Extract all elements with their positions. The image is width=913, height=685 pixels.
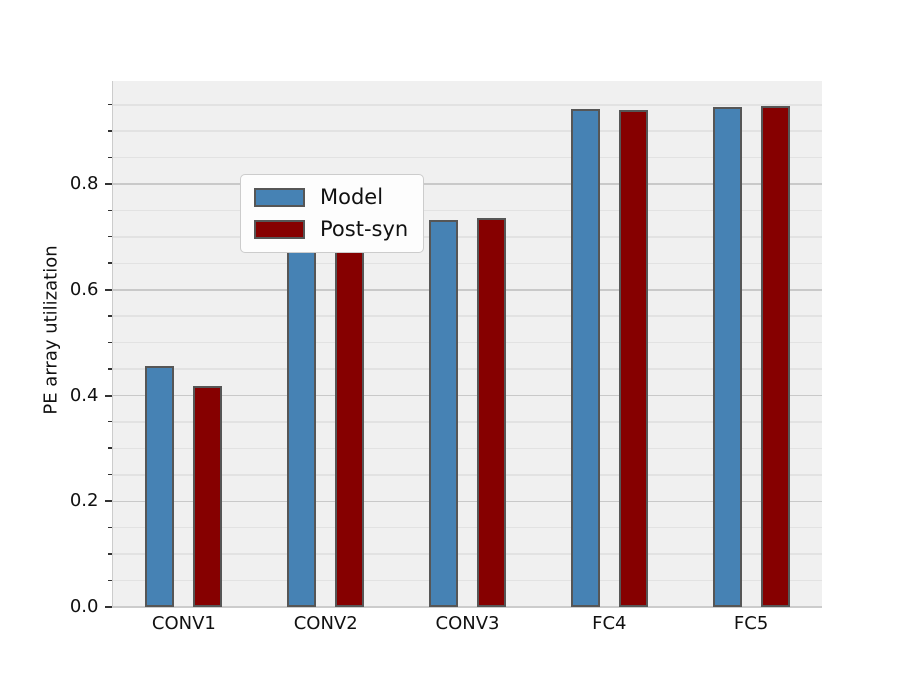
legend-swatch-model (254, 187, 305, 207)
legend: Model Post-syn (240, 174, 425, 253)
minor-y-tick (107, 447, 112, 449)
bar-group-fc5 (680, 81, 822, 607)
plot-area: Model Post-syn (113, 81, 822, 607)
bar-group-conv2 (255, 81, 397, 607)
major-y-tick (104, 606, 112, 608)
y-tick-label: 0.2 (69, 490, 99, 512)
major-y-tick (104, 288, 112, 291)
bar-post-syn-conv2 (335, 220, 365, 607)
minor-y-tick (107, 209, 112, 212)
bar-model-fc4 (570, 108, 600, 607)
major-y-tick (104, 183, 112, 186)
y-tick-label: 0.0 (69, 596, 99, 617)
minor-y-tick (107, 315, 112, 317)
bar-post-syn-conv1 (193, 386, 223, 607)
minor-y-tick (107, 262, 112, 264)
major-y-tick (104, 394, 112, 397)
bar-group-fc4 (538, 81, 680, 607)
bar-model-conv3 (428, 220, 458, 607)
y-tick-label: 0.6 (69, 278, 99, 300)
minor-y-tick (107, 368, 112, 370)
minor-y-tick (107, 130, 112, 132)
minor-y-tick (107, 103, 112, 106)
minor-y-tick (107, 235, 112, 238)
minor-y-tick (107, 420, 112, 423)
minor-y-tick (107, 473, 112, 476)
bar-post-syn-conv3 (476, 218, 506, 607)
x-tick-label: FC4 (592, 613, 627, 634)
x-tick-label: CONV3 (435, 613, 500, 634)
bar-group-conv3 (397, 81, 539, 607)
bar-model-conv2 (287, 220, 317, 607)
minor-y-tick (107, 341, 112, 344)
legend-swatch-post-syn (254, 219, 305, 239)
x-tick-label: CONV2 (293, 613, 358, 634)
minor-y-tick (107, 553, 112, 555)
y-tick-label: 0.4 (69, 384, 99, 406)
bar-post-syn-fc4 (618, 110, 648, 607)
legend-label-model: Model (320, 185, 384, 209)
bar-model-conv1 (145, 366, 175, 607)
major-y-tick (104, 500, 112, 503)
bar-model-fc5 (712, 107, 742, 607)
minor-y-tick (107, 579, 112, 582)
legend-item-model: Model (254, 185, 408, 209)
bar-post-syn-fc5 (760, 106, 790, 607)
bar-group-conv1 (113, 81, 255, 607)
x-tick-label: CONV1 (151, 613, 216, 634)
x-axis-spine (111, 606, 822, 608)
y-axis-spine (111, 81, 114, 608)
legend-label-post-syn: Post-syn (320, 217, 409, 241)
y-tick-label: 0.8 (69, 173, 99, 195)
minor-y-tick (107, 156, 112, 159)
x-tick-label: FC5 (733, 613, 769, 634)
minor-y-tick (107, 526, 112, 529)
legend-item-post-syn: Post-syn (254, 217, 408, 241)
